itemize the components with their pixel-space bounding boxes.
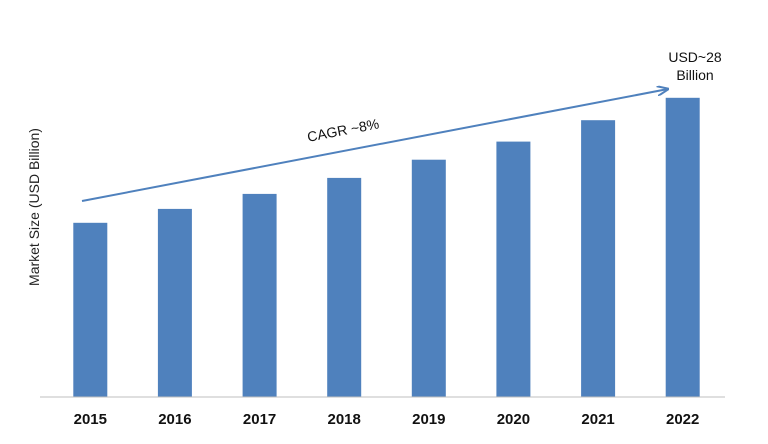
bar-2018 xyxy=(327,177,362,397)
x-tick-labels: 2015 2016 2017 2018 2019 2020 2021 2022 xyxy=(74,411,700,428)
last-value-label-line1: USD~28 xyxy=(668,49,722,65)
cagr-trend-arrow xyxy=(81,89,668,202)
x-tick-label: 2018 xyxy=(328,411,361,428)
x-tick-label: 2017 xyxy=(243,411,276,428)
x-tick-label: 2019 xyxy=(412,411,445,428)
bar-2021 xyxy=(581,120,616,397)
x-tick-label: 2020 xyxy=(497,411,530,428)
bar-2015 xyxy=(73,222,108,397)
bar-2020 xyxy=(496,141,531,397)
x-tick-label: 2022 xyxy=(666,411,699,428)
bars-group xyxy=(73,97,700,398)
bar-2016 xyxy=(157,208,192,397)
last-value-label-line2: Billion xyxy=(676,67,713,83)
cagr-label: CAGR ~8% xyxy=(306,115,380,144)
bar-2022 xyxy=(665,97,700,398)
y-axis-title: Market Size (USD Billion) xyxy=(26,128,42,286)
x-tick-label: 2021 xyxy=(581,411,614,428)
bar-2019 xyxy=(411,159,446,397)
x-tick-label: 2016 xyxy=(158,411,191,428)
bar-2017 xyxy=(242,193,277,397)
x-tick-label: 2015 xyxy=(74,411,107,428)
